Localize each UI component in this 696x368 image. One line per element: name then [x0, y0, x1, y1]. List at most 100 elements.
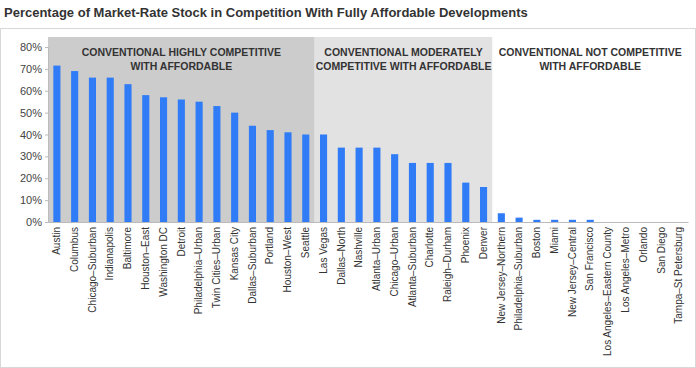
- x-tick-label: Philadelphia–Suburban: [513, 227, 524, 330]
- x-tick: Kansas City: [229, 222, 240, 280]
- x-tick: Charlotte: [424, 222, 435, 268]
- y-tick: 30%: [20, 150, 48, 162]
- bar: [658, 222, 665, 223]
- x-tick: Orlando: [638, 222, 649, 263]
- x-tick-label: Chicago–Urban: [389, 227, 400, 297]
- bar: [516, 218, 523, 222]
- y-tick-label: 10%: [20, 194, 42, 206]
- x-tick: Houston–West: [282, 222, 293, 292]
- x-tick: Las Vegas: [318, 222, 329, 274]
- x-tick-label: Nashville: [353, 227, 364, 268]
- y-tick-mark: [45, 69, 48, 70]
- x-tick-label: Portland: [264, 227, 275, 264]
- bar: [71, 71, 78, 222]
- bar: [427, 163, 434, 222]
- x-tick: Raleigh–Durham: [442, 222, 453, 302]
- y-tick-mark: [45, 47, 48, 48]
- bar: [107, 78, 114, 222]
- x-tick-label: Orlando: [638, 227, 649, 263]
- x-tick-label: Denver: [478, 226, 489, 259]
- x-tick-label: Detroit: [176, 227, 187, 257]
- bar: [373, 148, 380, 222]
- bar: [569, 220, 576, 222]
- x-tick: Baltimore: [122, 222, 133, 269]
- bar: [249, 126, 256, 222]
- y-tick-mark: [45, 156, 48, 157]
- x-tick: Boston: [531, 222, 542, 258]
- x-tick: Chicago–Suburban: [87, 222, 98, 313]
- x-tick: Atlanta–Urban: [371, 222, 382, 291]
- x-tick-label: Atlanta–Urban: [371, 227, 382, 291]
- x-tick-label: Austin: [51, 227, 62, 255]
- x-tick-label: Seattle: [300, 227, 311, 259]
- x-tick: Los Angeles–Eastern County: [602, 222, 613, 356]
- x-tick: Denver: [478, 222, 489, 259]
- x-tick-label: Houston–West: [282, 227, 293, 293]
- x-tick-label: New Jersey–Northern: [496, 227, 507, 324]
- bar: [444, 163, 451, 222]
- x-tick: Philadelphia–Urban: [193, 222, 204, 314]
- bar: [213, 106, 220, 222]
- region-label: COMPETITIVE WITH AFFORDABLE: [316, 60, 492, 72]
- x-tick: Houston–East: [140, 222, 151, 290]
- y-tick-mark: [45, 113, 48, 114]
- bar: [587, 220, 594, 222]
- y-tick-mark: [45, 200, 48, 201]
- x-tick-label: Boston: [531, 227, 542, 258]
- x-tick-label: Atlanta–Suburban: [407, 227, 418, 307]
- bar: [533, 220, 540, 222]
- bar: [676, 222, 683, 223]
- bar: [284, 132, 291, 222]
- bar: [622, 222, 629, 223]
- x-tick-label: Raleigh–Durham: [442, 227, 453, 302]
- bar: [480, 187, 487, 222]
- bar: [320, 135, 327, 223]
- x-tick: Columbus: [69, 222, 80, 272]
- region-label: WITH AFFORDABLE: [130, 60, 232, 72]
- bar: [160, 97, 167, 222]
- y-tick: 40%: [20, 129, 48, 141]
- region: [492, 37, 688, 222]
- x-axis: Austin Columbus Chicago–Suburban Indianapol…: [49, 222, 689, 356]
- y-tick-mark: [45, 222, 48, 223]
- x-tick: San Diego: [656, 222, 667, 274]
- x-tick-label: Washington DC: [158, 227, 169, 297]
- y-tick: 0%: [26, 216, 48, 228]
- x-tick: Dallas–Suburban: [247, 222, 258, 304]
- x-tick-label: Los Angeles–Eastern County: [602, 227, 613, 356]
- y-tick-mark: [45, 135, 48, 136]
- region: [315, 37, 493, 222]
- x-tick: Nashville: [353, 222, 364, 268]
- x-tick: Miami: [549, 222, 560, 254]
- bar: [124, 84, 131, 222]
- x-tick: New Jersey–Central: [567, 222, 578, 317]
- bar: [498, 213, 505, 222]
- bar: [462, 183, 469, 222]
- x-tick: Tampa–St Petersburg: [673, 222, 684, 324]
- bar: [391, 154, 398, 222]
- chart: Percentage of Market-Rate Stock in Compe…: [0, 0, 696, 368]
- x-tick-label: Las Vegas: [318, 227, 329, 274]
- x-tick-label: Tampa–St Petersburg: [673, 227, 684, 324]
- y-tick: 70%: [20, 63, 48, 75]
- y-tick-label: 60%: [20, 85, 42, 97]
- bar: [142, 95, 149, 222]
- y-tick-mark: [45, 178, 48, 179]
- x-tick-label: Twin Cities–Urban: [211, 227, 222, 308]
- x-tick: Dallas–North: [336, 222, 347, 285]
- x-tick: Austin: [51, 222, 62, 255]
- x-tick-label: Charlotte: [424, 227, 435, 268]
- x-tick-label: Indianapolis: [104, 227, 115, 280]
- plot: CONVENTIONAL HIGHLY COMPETITIVEWITH AFFO…: [20, 37, 689, 356]
- x-tick-label: Houston–East: [140, 227, 151, 290]
- y-axis: 0%10%20%30%40%50%60%70%80%: [20, 41, 49, 228]
- region-label: CONVENTIONAL MODERATELY: [324, 46, 482, 58]
- x-tick-label: Baltimore: [122, 227, 133, 270]
- x-tick: Portland: [264, 222, 275, 264]
- x-tick-label: Phoenix: [460, 227, 471, 263]
- x-tick: Washington DC: [158, 222, 169, 297]
- x-tick: Chicago–Urban: [389, 222, 400, 297]
- x-axis-line: [49, 222, 689, 223]
- y-tick-label: 70%: [20, 63, 42, 75]
- x-tick: Atlanta–Suburban: [407, 222, 418, 307]
